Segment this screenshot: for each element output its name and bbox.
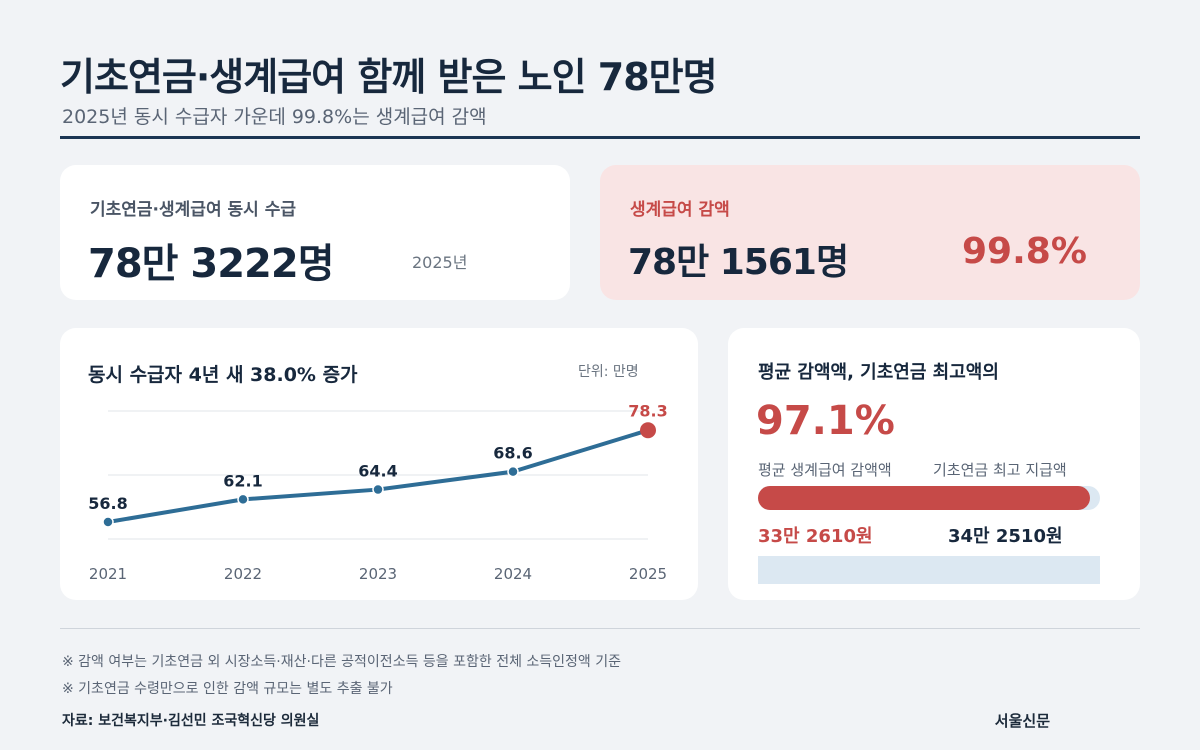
data-point — [102, 516, 114, 528]
data-point — [372, 483, 384, 496]
line-chart-card: 동시 수급자 4년 새 38.0% 증가 단위: 만명 56.8 2021 62.1… — [60, 328, 698, 600]
line-chart-title: 동시 수급자 4년 새 38.0% 증가 — [88, 364, 358, 386]
reduced-benefit-percent: 99.8% — [962, 231, 1087, 272]
max-pension-value: 34만 2510원 — [948, 526, 1063, 547]
footer-divider — [60, 628, 1140, 629]
x-tick-label: 2021 — [89, 565, 127, 583]
data-point — [640, 422, 656, 439]
data-label: 64.4 — [358, 462, 397, 481]
footer-note-2: ※ 기초연금 수령만으로 인한 감액 규모는 별도 추출 불가 — [62, 681, 393, 697]
data-label: 62.1 — [223, 471, 262, 490]
data-point — [507, 465, 519, 478]
title-divider — [60, 136, 1140, 139]
data-label: 68.6 — [493, 444, 532, 463]
reduced-benefit-card: 생계급여 감액 78만 1561명 99.8% — [600, 165, 1140, 300]
reduced-benefit-label: 생계급여 감액 — [630, 200, 730, 220]
reduction-card: 평균 감액액, 기초연금 최고액의 97.1% 평균 생계급여 감액액 기초연금… — [728, 328, 1140, 600]
x-tick-label: 2024 — [494, 565, 532, 583]
publisher-name: 서울신문 — [994, 712, 1050, 730]
total-recipients-label: 기초연금·생계급여 동시 수급 — [90, 200, 296, 220]
total-recipients-value: 78만 3222명 — [88, 241, 335, 287]
page-title: 기초연금·생계급여 함께 받은 노인 78만명 — [60, 55, 718, 99]
data-label: 78.3 — [628, 401, 667, 420]
max-pension-label: 기초연금 최고 지급액 — [933, 461, 1067, 479]
x-tick-label: 2023 — [359, 565, 397, 583]
data-label: 56.8 — [88, 494, 127, 513]
footer-note-1: ※ 감액 여부는 기초연금 외 시장소득·재산·다른 공적이전소득 등을 포함한… — [62, 654, 622, 670]
line-chart-unit: 단위: 만명 — [578, 364, 639, 380]
reduced-benefit-value: 78만 1561명 — [628, 242, 849, 283]
data-point — [237, 493, 249, 506]
reduction-card-title: 평균 감액액, 기초연금 최고액의 — [758, 362, 999, 383]
source-credit: 자료: 보건복지부·김선민 조국혁신당 의원실 — [62, 713, 320, 729]
avg-reduction-bar — [758, 486, 1091, 510]
x-tick-label: 2022 — [224, 565, 262, 583]
avg-reduction-value: 33만 2610원 — [758, 526, 873, 547]
x-tick-label: 2025 — [629, 565, 667, 583]
total-recipients-card: 기초연금·생계급여 동시 수급 78만 3222명 2025년 — [60, 165, 570, 300]
reduction-percent: 97.1% — [756, 398, 895, 444]
total-recipients-year: 2025년 — [412, 253, 468, 272]
avg-reduction-label: 평균 생계급여 감액액 — [758, 461, 892, 479]
line-chart: 56.8 2021 62.1 2022 64.4 2023 68.6 2024 78.3 2025 — [88, 401, 667, 583]
page-subtitle: 2025년 동시 수급자 가운데 99.8%는 생계급여 감액 — [62, 106, 487, 128]
max-pension-reference-bar — [758, 556, 1100, 584]
